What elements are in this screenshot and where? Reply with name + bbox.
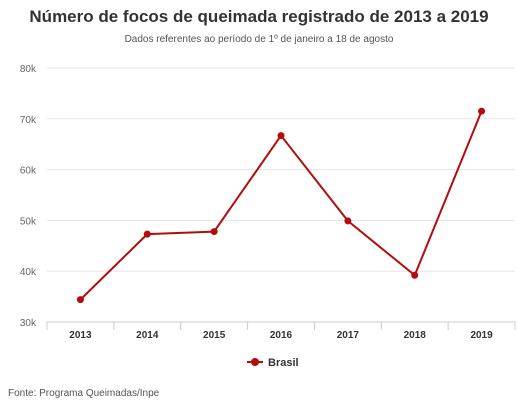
- legend-label[interactable]: Brasil: [268, 357, 299, 369]
- data-point[interactable]: [76, 296, 84, 304]
- chart-title: Número de focos de queimada registrado d…: [29, 7, 489, 26]
- x-tick-label: 2017: [337, 330, 360, 341]
- y-tick-label: 30k: [20, 318, 37, 329]
- data-point[interactable]: [277, 132, 285, 140]
- x-tick-label: 2014: [136, 330, 159, 341]
- series-group: [76, 107, 486, 304]
- chart-subtitle: Dados referentes ao período de 1º de jan…: [124, 34, 394, 45]
- y-tick-label: 70k: [20, 115, 37, 126]
- legend[interactable]: Brasil: [247, 357, 299, 369]
- data-point[interactable]: [344, 217, 352, 225]
- y-tick-label: 60k: [20, 166, 37, 177]
- x-tick-label: 2016: [270, 330, 293, 341]
- y-tick-label: 50k: [20, 216, 37, 227]
- data-point[interactable]: [478, 107, 486, 115]
- data-point[interactable]: [210, 228, 218, 236]
- x-axis: 2013 2014 2015 2016 2017 2018 2019: [46, 321, 516, 341]
- x-tick-label: 2018: [404, 330, 427, 341]
- legend-marker[interactable]: [251, 358, 259, 366]
- y-axis: 30k 40k 50k 60k 70k 80k: [20, 64, 37, 329]
- x-tick-label: 2015: [203, 330, 226, 341]
- data-point[interactable]: [143, 230, 151, 238]
- source-note: Fonte: Programa Queimadas/Inpe: [8, 388, 160, 399]
- x-tick-label: 2013: [69, 330, 92, 341]
- x-tick-label: 2019: [470, 330, 493, 341]
- y-tick-label: 80k: [20, 64, 37, 75]
- gridlines: [47, 67, 515, 272]
- y-tick-label: 40k: [20, 267, 37, 278]
- data-point[interactable]: [411, 271, 419, 279]
